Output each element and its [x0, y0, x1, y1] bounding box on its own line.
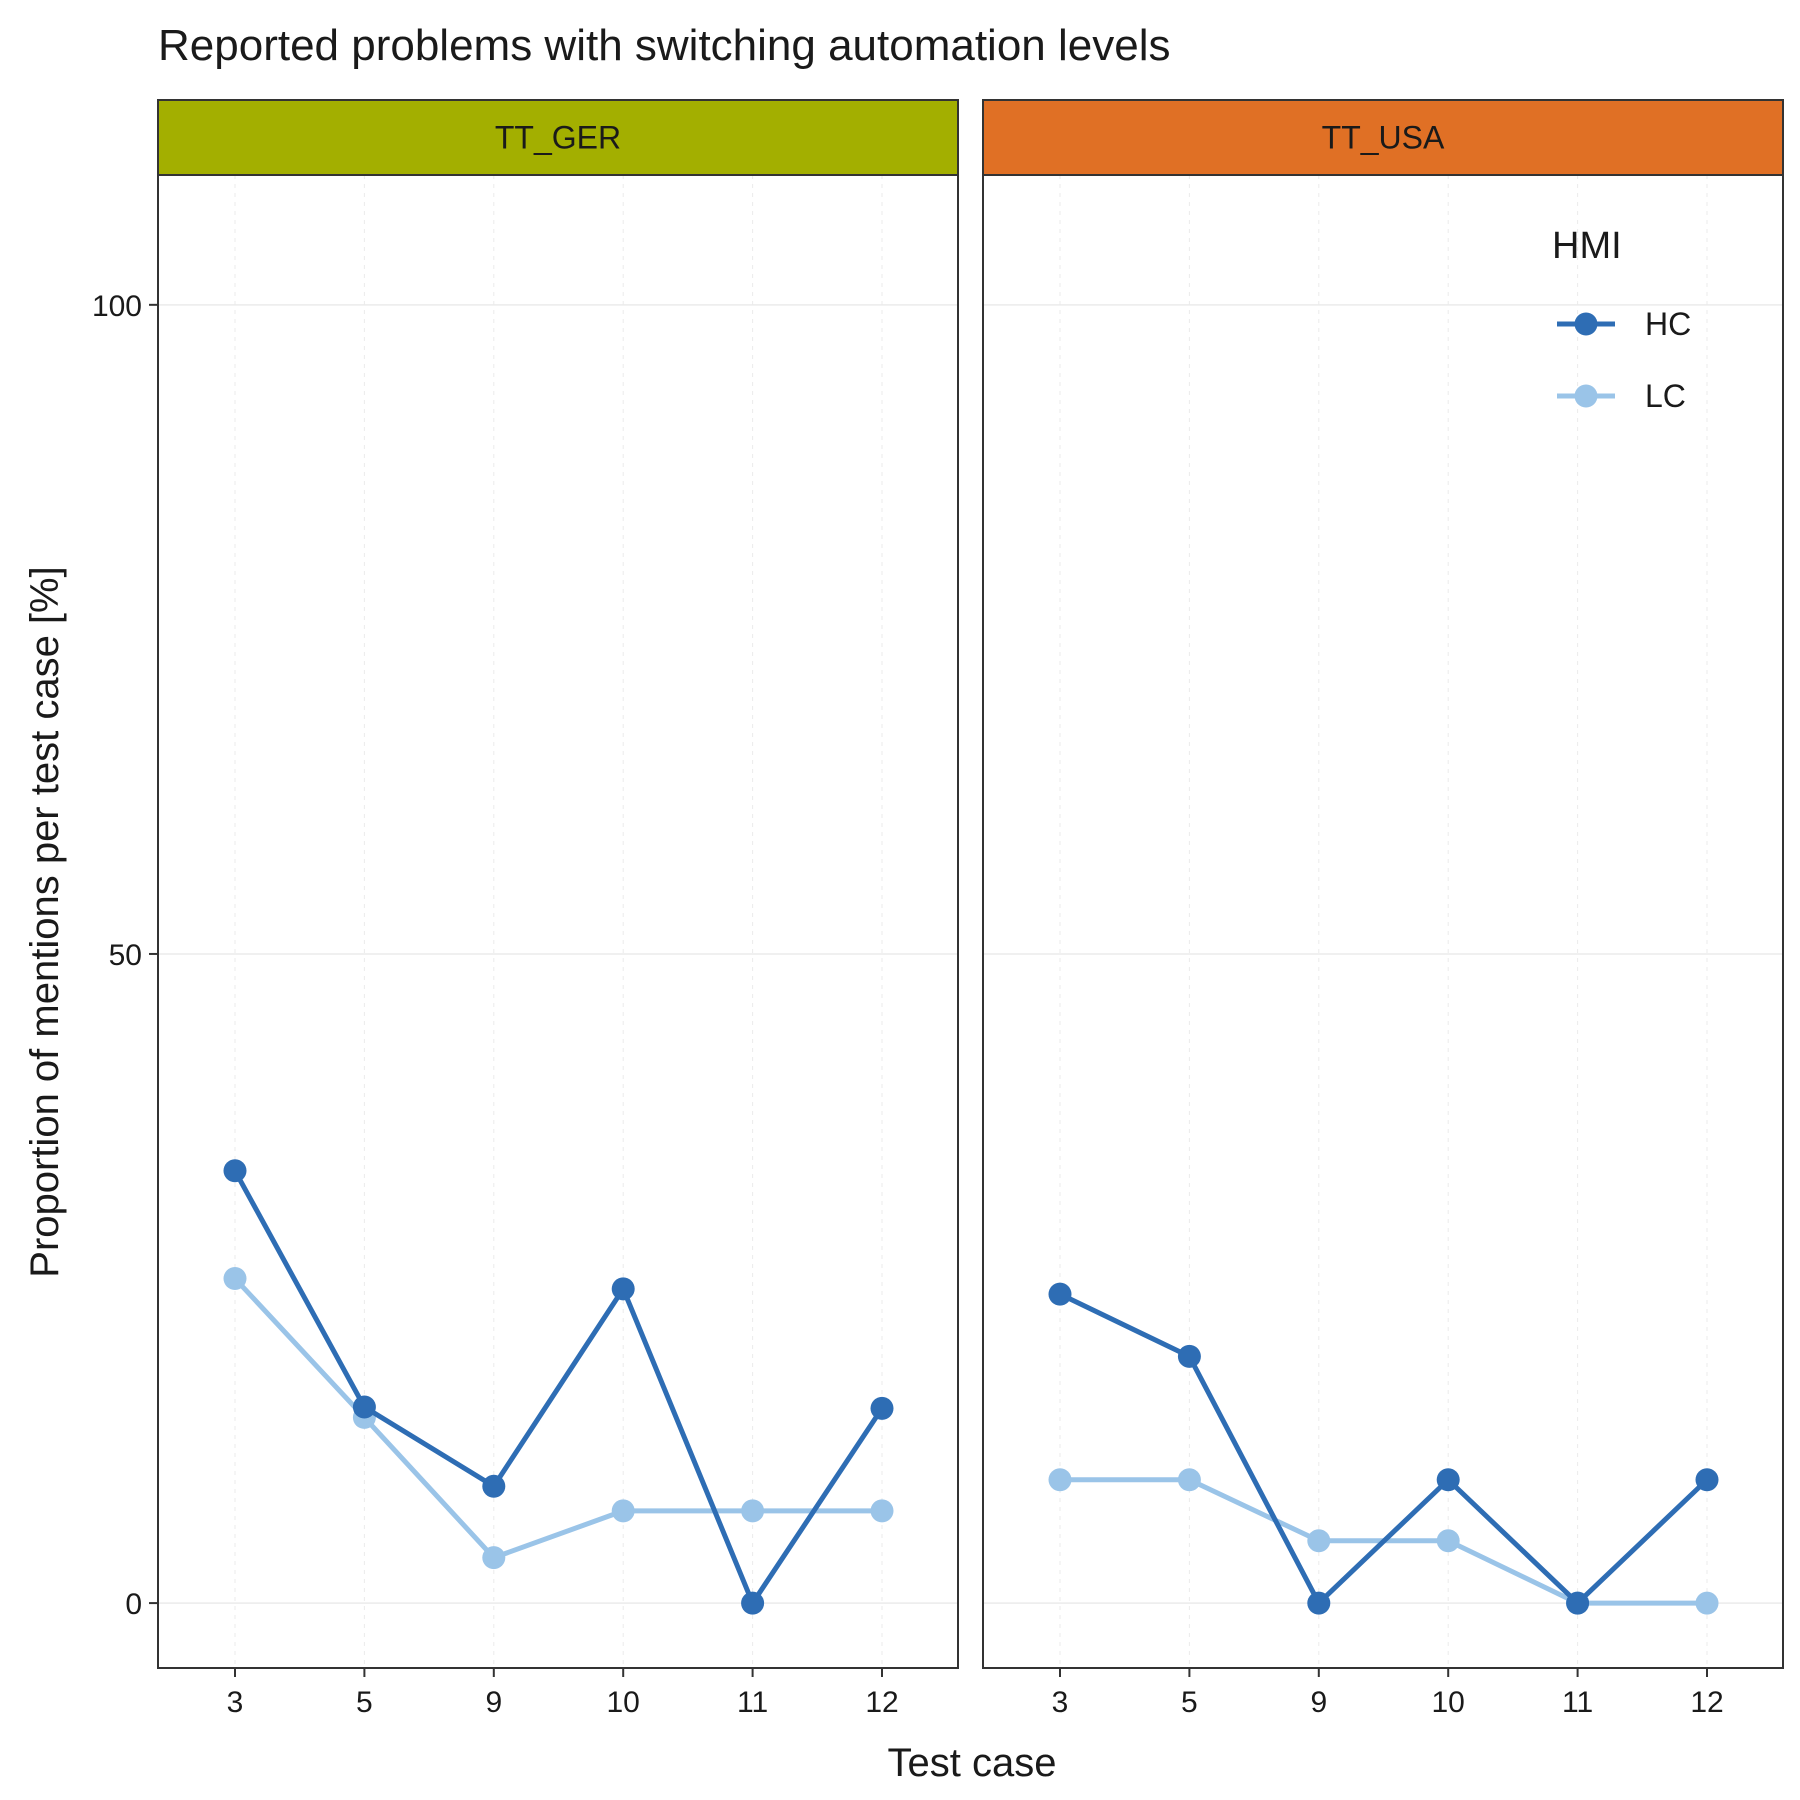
series-line: [233, 1276, 882, 1561]
legend-item-hc: HC: [1557, 306, 1691, 342]
y-tick-label: 0: [125, 1588, 142, 1621]
data-point: [870, 1396, 894, 1420]
data-point: [1307, 1529, 1331, 1553]
x-tick-label: 9: [1310, 1686, 1327, 1719]
legend-label: HC: [1645, 306, 1691, 342]
x-axis-title: Test case: [888, 1741, 1057, 1785]
panel-border: [157, 174, 959, 1669]
data-point: [611, 1499, 635, 1523]
x-tick-label: 12: [1690, 1686, 1723, 1719]
data-point: [1048, 1468, 1072, 1492]
facet-strip: [982, 99, 1784, 176]
data-point: [352, 1395, 376, 1419]
x-tick-label: 10: [1432, 1686, 1465, 1719]
data-point: [1695, 1591, 1719, 1615]
y-tick-label: 100: [92, 290, 142, 323]
legend-marker: [1574, 312, 1598, 336]
panel-tt-ger: TT_GER 3 5 9 10 11 12 0 50 100: [92, 99, 959, 1719]
data-point: [1307, 1591, 1331, 1615]
legend-label: LC: [1645, 378, 1686, 414]
data-point: [223, 1267, 247, 1291]
series-hc: [1048, 1282, 1719, 1615]
series-line: [232, 1169, 885, 1606]
data-point: [1436, 1529, 1460, 1553]
data-point: [1177, 1468, 1201, 1492]
data-point: [741, 1499, 765, 1523]
data-point: [1048, 1282, 1072, 1306]
x-tick-label: 10: [607, 1686, 640, 1719]
panel-tt-usa: TT_USA 3 5 9 10 11 12: [982, 99, 1784, 1719]
legend-title: HMI: [1552, 225, 1622, 267]
facet-strip-label: TT_GER: [495, 120, 621, 156]
x-tick-label: 11: [1562, 1686, 1593, 1719]
x-tick-label: 3: [1052, 1686, 1069, 1719]
legend-item-lc: LC: [1557, 378, 1686, 414]
data-point: [1566, 1591, 1590, 1615]
x-tick-label: 5: [356, 1686, 373, 1719]
panel-border: [982, 174, 1784, 1669]
data-point: [1695, 1468, 1719, 1492]
x-tick-label: 9: [485, 1686, 502, 1719]
data-point: [223, 1159, 247, 1183]
data-point: [1436, 1468, 1460, 1492]
facet-strip: [157, 99, 959, 176]
series-hc: [223, 1159, 894, 1615]
chart-title: Reported problems with switching automat…: [158, 21, 1171, 70]
series-lc: [223, 1267, 894, 1570]
data-point: [1177, 1344, 1201, 1368]
x-tick-label: 5: [1181, 1686, 1198, 1719]
series-line: [1058, 1291, 1709, 1606]
data-point: [482, 1474, 506, 1498]
panels-group: TT_GER 3 5 9 10 11 12 0 50 100 TT_USA 3 5 9 10 11 12: [92, 99, 1784, 1719]
x-tick-label: 3: [227, 1686, 244, 1719]
y-tick-label: 50: [109, 939, 142, 972]
facet-strip-label: TT_USA: [1322, 120, 1445, 156]
x-tick-label: 12: [865, 1686, 898, 1719]
data-point: [482, 1546, 506, 1570]
data-point: [870, 1499, 894, 1523]
y-axis-title: Proportion of mentions per test case [%]: [23, 566, 67, 1277]
legend-marker: [1574, 384, 1598, 408]
x-tick-label: 11: [737, 1686, 768, 1719]
data-point: [611, 1277, 635, 1301]
legend: HMI HC LC: [1552, 225, 1691, 414]
data-point: [741, 1591, 765, 1615]
